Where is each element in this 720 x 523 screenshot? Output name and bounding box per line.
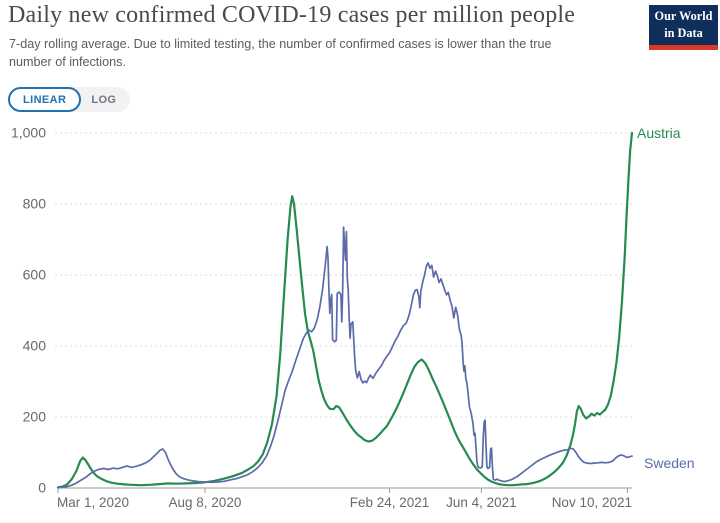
owid-logo-line-2: in Data [664,26,703,41]
x-axis-label: Nov 10, 2021 [552,495,632,510]
y-axis-label-400: 400 [23,338,47,354]
subtitle-line-2: number of infections. [9,54,126,69]
scale-toggle: LINEAR LOG [8,87,131,112]
chart-subtitle: 7-day rolling average. Due to limited te… [9,36,609,72]
owid-logo[interactable]: Our World in Data [649,5,718,50]
owid-logo-line-1: Our World [654,9,713,23]
x-axis-label: Aug 8, 2020 [169,495,242,510]
log-scale-button[interactable]: LOG [81,91,130,109]
sweden-series-label[interactable]: Sweden [644,455,695,471]
austria-line[interactable] [56,131,634,489]
subtitle-line-1: 7-day rolling average. Due to limited te… [9,37,552,51]
linear-scale-button[interactable]: LINEAR [8,87,82,112]
x-axis-label: Jun 4, 2021 [446,495,517,510]
y-axis-label-600: 600 [23,267,47,283]
sweden-line[interactable] [57,226,633,489]
y-axis-label-200: 200 [23,409,47,425]
austria-series-label[interactable]: Austria [637,125,681,141]
page-title: Daily new confirmed COVID-19 cases per m… [8,2,576,28]
x-axis-label: Mar 1, 2020 [57,495,129,510]
y-axis-label-0: 0 [38,480,46,496]
y-axis-label-1000: 1,000 [11,125,46,141]
y-axis-label-800: 800 [23,196,47,212]
x-axis-label: Feb 24, 2021 [350,495,430,510]
